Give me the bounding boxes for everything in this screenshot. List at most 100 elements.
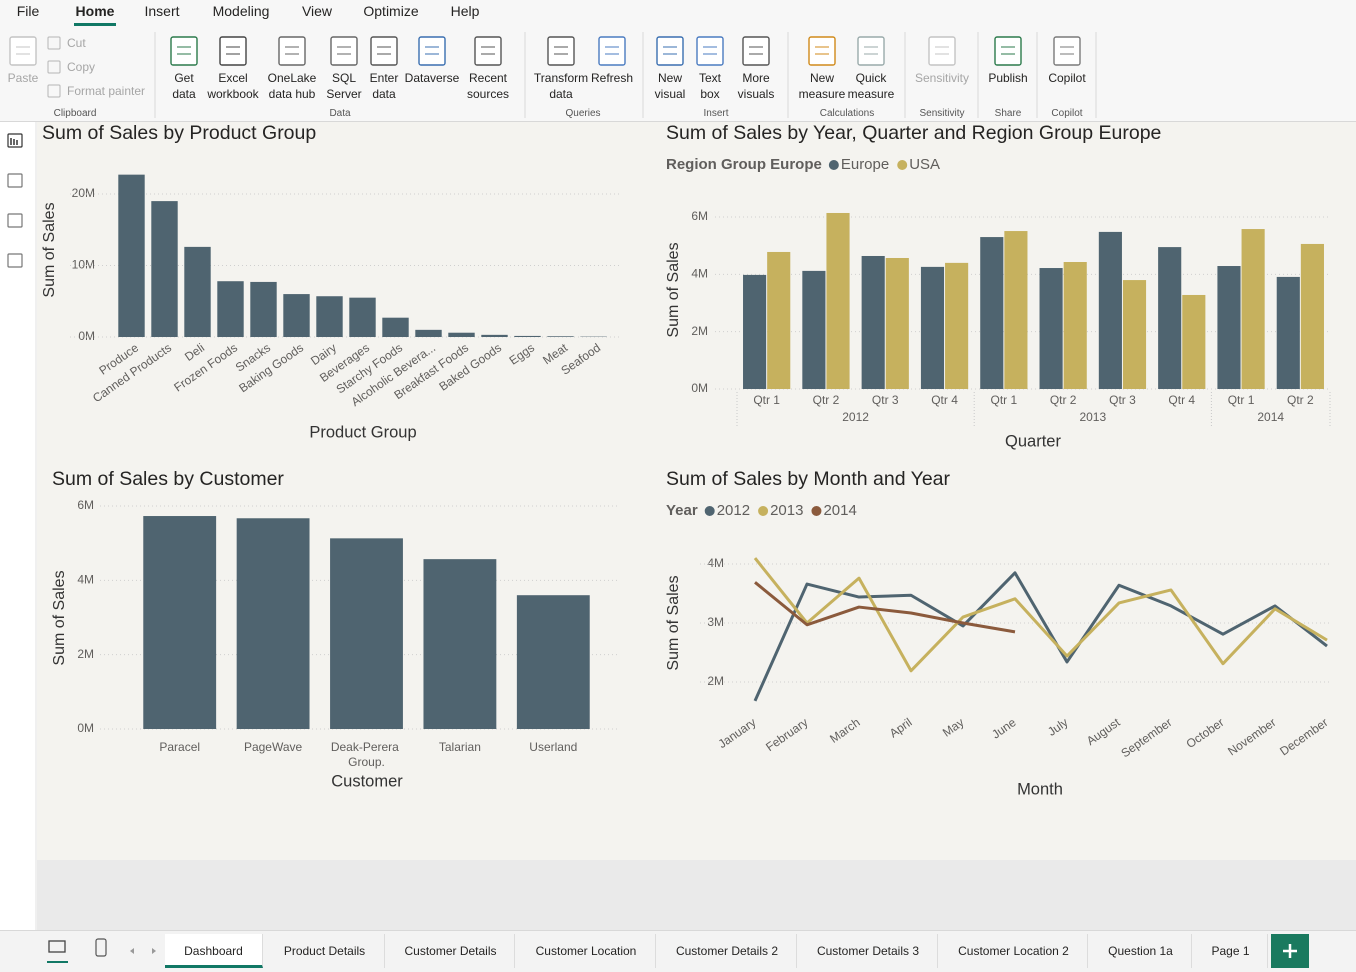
button-label[interactable]: visual [654,87,686,101]
chart-title: Sum of Sales by Year, Quarter and Region… [666,122,1161,144]
active-tab-underline [74,23,116,26]
button-label[interactable]: Refresh [590,71,634,85]
button-label[interactable]: Excel [218,71,248,85]
button-label[interactable]: box [700,87,720,101]
ribbon-group-label: Sensitivity [919,108,965,119]
button-icon[interactable] [9,36,37,66]
button-label[interactable]: Text [698,71,722,85]
table-view-icon[interactable] [7,173,23,188]
button-label[interactable]: data [172,87,196,101]
scroll-right[interactable] [152,948,156,954]
small-button-icon[interactable] [47,36,61,50]
legend-swatch [897,160,908,170]
button-icon[interactable] [219,36,247,66]
button-label[interactable]: data hub [268,87,316,101]
small-button-label[interactable]: Cut [67,36,86,50]
legend-swatch [811,506,822,516]
button-icon[interactable] [656,36,684,66]
button-icon[interactable] [418,36,446,66]
button-label[interactable]: workbook [207,87,259,101]
button-label[interactable]: Paste [7,71,39,85]
small-button-icon[interactable] [47,84,61,98]
ribbon-tab[interactable]: Home [75,3,115,19]
y-tick-label: 6M [691,209,708,223]
button-icon[interactable] [474,36,502,66]
x-axis-title: Customer [331,772,403,790]
button-label[interactable]: SQL [331,71,357,85]
bar [1039,268,1063,389]
page-tab[interactable]: Customer Location 2 [940,934,1088,968]
page-tab[interactable]: Dashboard [165,934,263,968]
small-button-label[interactable]: Format painter [67,84,146,98]
ribbon-tab[interactable]: Help [450,3,480,19]
button-label[interactable]: data [372,87,396,101]
button-label[interactable]: Publish [988,71,1028,85]
bar [1217,266,1241,389]
dax-view-icon[interactable] [7,253,23,268]
button-label[interactable]: New [657,71,683,85]
page-tab[interactable]: Customer Location [517,934,656,968]
button-icon[interactable] [170,36,198,66]
button-icon[interactable] [742,36,770,66]
small-button-icon[interactable] [47,60,61,74]
legend-label: 2013 [770,502,803,519]
button-label[interactable]: Enter [369,71,399,85]
button-label[interactable]: Get [174,71,194,85]
button-icon[interactable] [278,36,306,66]
button-label[interactable]: OneLake [267,71,317,85]
button-icon[interactable] [994,36,1022,66]
button-label[interactable]: Dataverse [404,71,460,85]
bar [861,255,885,389]
button-icon[interactable] [696,36,724,66]
button-icon[interactable] [857,36,885,66]
ribbon-tab[interactable]: Modeling [212,3,270,19]
ribbon-group-label: Queries [565,108,601,119]
button-icon[interactable] [808,36,836,66]
bar [151,201,178,337]
report-view-icon[interactable] [7,133,23,148]
button-label[interactable]: Quick [855,71,887,85]
button-icon[interactable] [547,36,575,66]
bar [184,246,211,337]
ribbon-tab[interactable]: View [301,3,333,19]
button-label[interactable]: Server [326,87,362,101]
button-label[interactable]: data [549,87,573,101]
page-tab[interactable]: Page 1 [1194,934,1268,968]
button-label[interactable]: Transform [533,71,589,85]
button-icon[interactable] [1053,36,1081,66]
page-tab[interactable]: Customer Details [387,934,515,968]
legend-title: Year [666,502,698,519]
legend-label: 2012 [717,502,750,519]
button-label[interactable]: Copilot [1048,71,1086,85]
legend-label: 2014 [823,502,856,519]
x-tick-label: Qtr 4 [931,393,958,407]
ribbon-tab[interactable]: Insert [144,3,180,19]
button-label[interactable]: New [809,71,835,85]
button-icon[interactable] [598,36,626,66]
button-icon[interactable] [330,36,358,66]
ribbon-tab[interactable]: File [16,3,40,19]
mobile-view-icon[interactable] [95,938,107,957]
page-tab[interactable]: Customer Details 3 [799,934,938,968]
y-axis-title: Sum of Sales [665,242,682,337]
button-label[interactable]: Recent [468,71,508,85]
bar [143,516,217,729]
button-label[interactable]: visuals [737,87,775,101]
page-tab[interactable]: Product Details [265,934,385,968]
button-icon[interactable] [928,36,956,66]
legend-title: Region Group Europe [666,156,822,173]
desktop-view-icon[interactable] [48,940,66,953]
scroll-left[interactable] [130,948,134,954]
page-tab[interactable]: Question 1a [1090,934,1192,968]
button-label[interactable]: measure [798,87,846,101]
button-label[interactable]: sources [466,87,510,101]
small-button-label[interactable]: Copy [67,60,96,74]
model-view-icon[interactable] [7,213,23,228]
ribbon-tab[interactable]: Optimize [363,3,419,19]
button-icon[interactable] [370,36,398,66]
button-label[interactable]: More [742,71,770,85]
page-tab[interactable]: Customer Details 2 [658,934,797,968]
bar [767,251,791,389]
button-label[interactable]: measure [847,87,895,101]
button-label[interactable]: Sensitivity [914,71,970,85]
